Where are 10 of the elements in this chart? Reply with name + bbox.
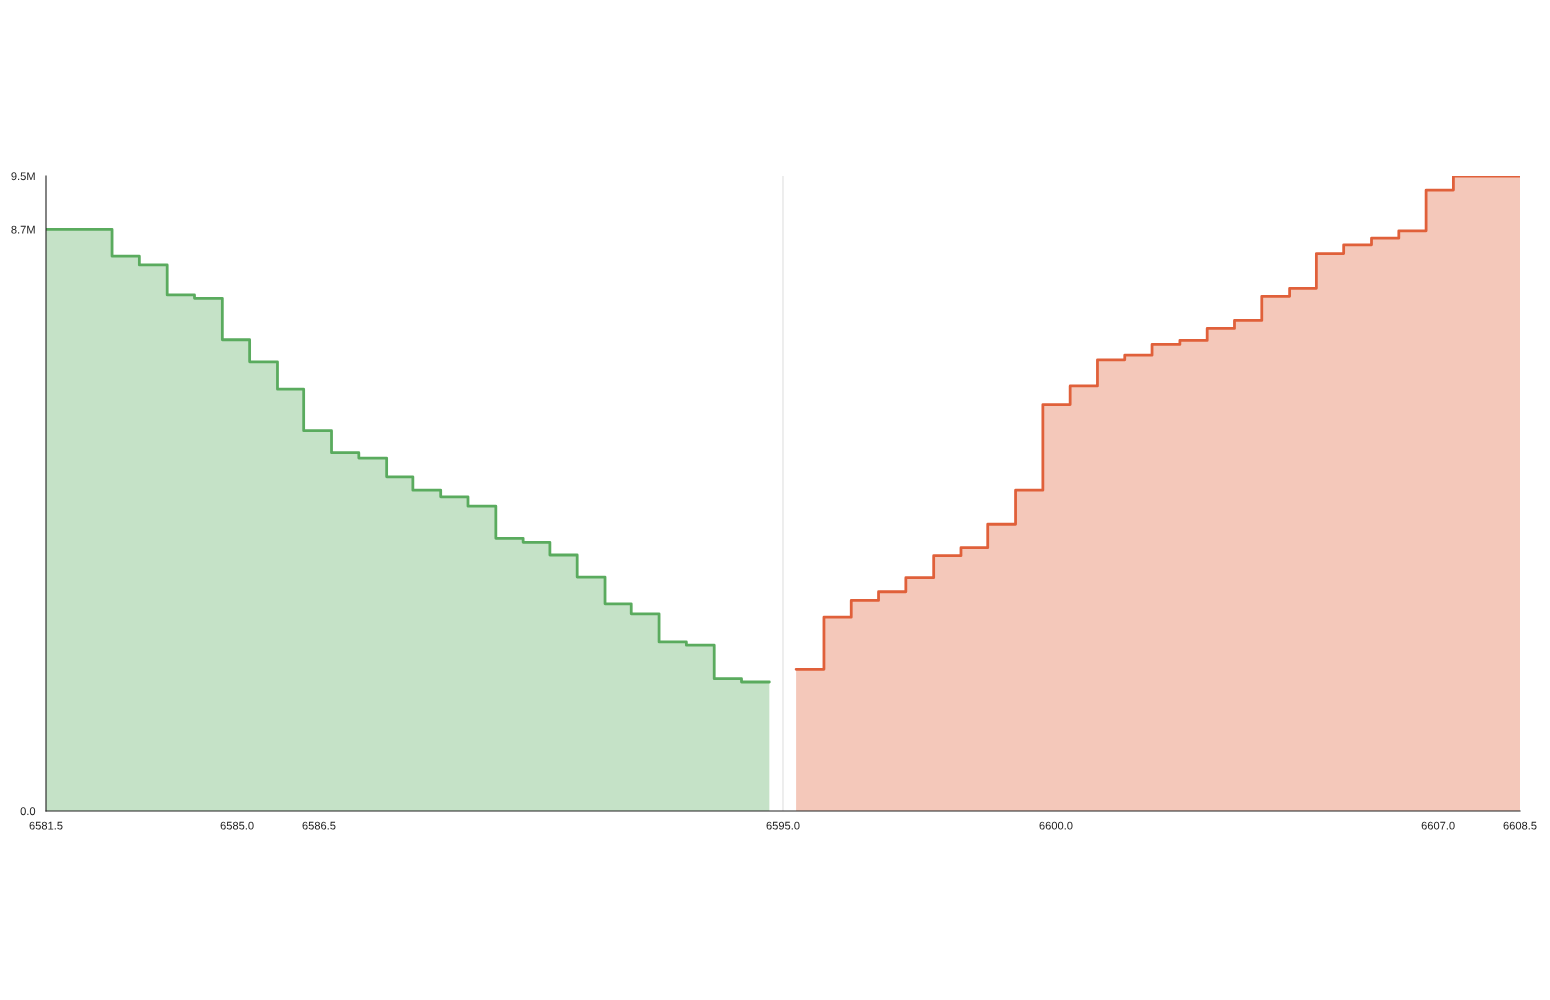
- x-tick-label: 6600.0: [1039, 821, 1073, 830]
- x-tick-label: 6595.0: [766, 821, 800, 830]
- x-tick-label: 6586.5: [302, 821, 336, 830]
- x-tick-label: 6581.5: [29, 821, 63, 830]
- x-tick-label: 6607.0: [1421, 821, 1455, 830]
- y-tick-label: 8.7M: [11, 225, 35, 234]
- y-tick-label: 0.0: [20, 807, 36, 816]
- x-tick-label: 6608.5: [1503, 821, 1537, 830]
- x-tick-label: 6585.0: [220, 821, 254, 830]
- y-tick-label: 9.5M: [11, 172, 35, 181]
